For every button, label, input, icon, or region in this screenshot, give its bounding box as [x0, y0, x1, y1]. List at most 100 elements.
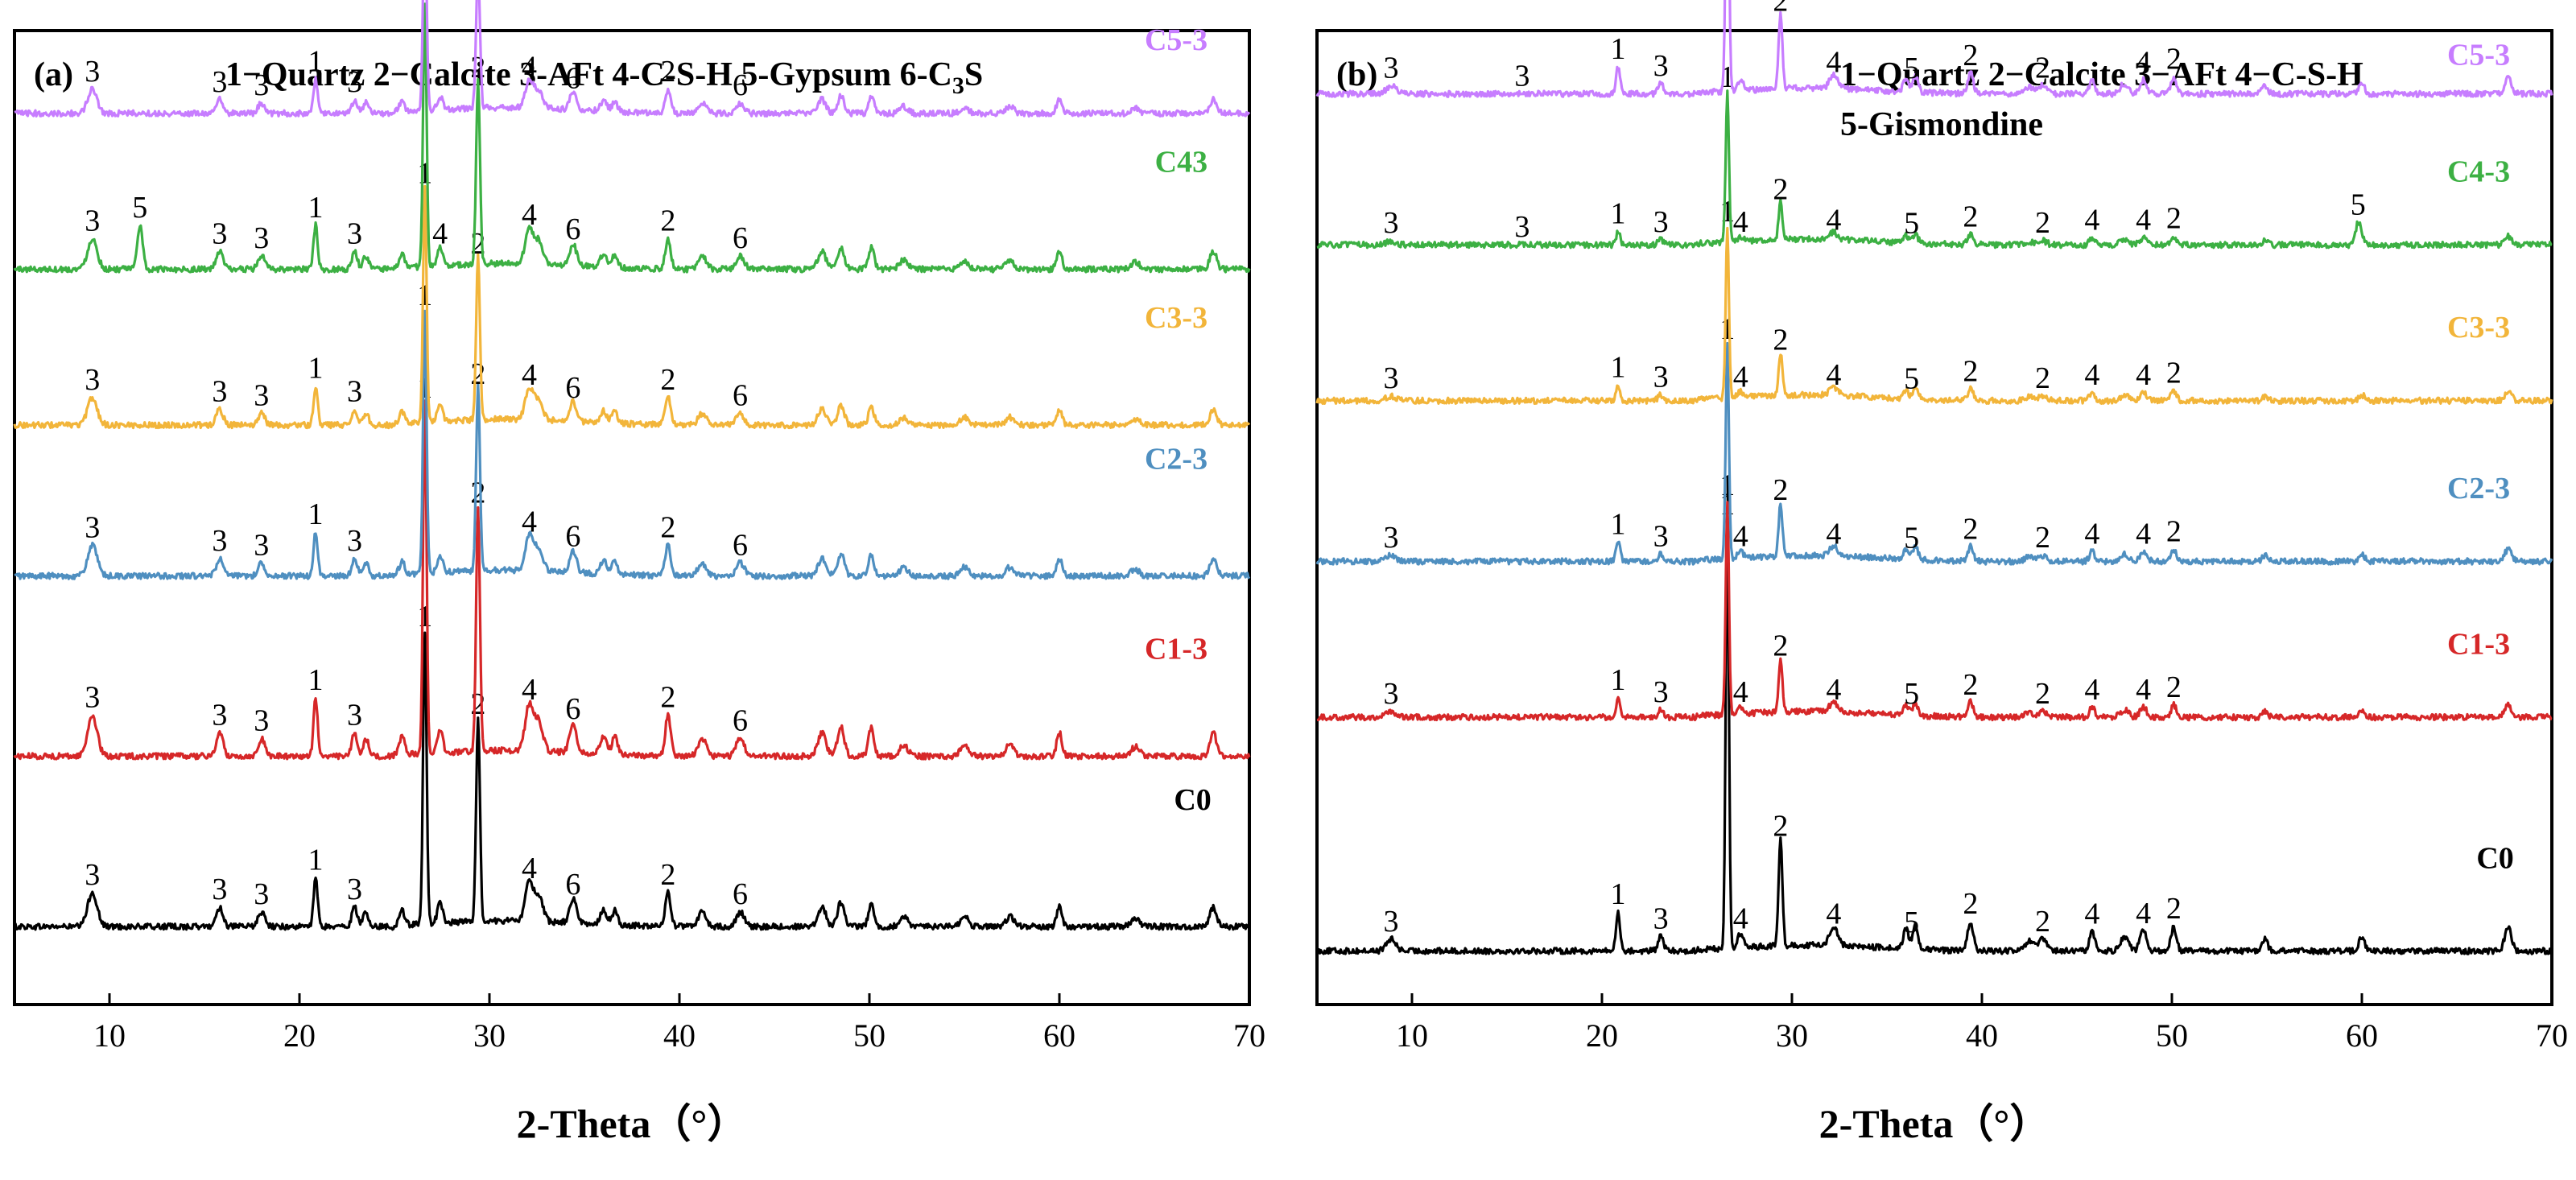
peak-label: 2: [470, 357, 485, 391]
phase-legend-line2: 5-Gismondine: [1840, 106, 2043, 143]
peak-label: 3: [254, 379, 269, 413]
peak-label: 3: [85, 204, 100, 237]
series-label-c1-3: C1-3: [1145, 632, 1208, 666]
peak-label: 5: [1904, 206, 1919, 240]
peak-label: 3: [1384, 51, 1399, 85]
peak-label: 2: [660, 510, 675, 544]
peak-label: 6: [565, 62, 580, 96]
peak-label: 5: [132, 191, 147, 225]
peak-label: 3: [212, 524, 227, 558]
peak-label: 2: [1963, 39, 1978, 72]
peak-label: 2: [660, 363, 675, 397]
xrd-trace-c43: [13, 2, 1251, 274]
peak-label: 4: [522, 852, 537, 885]
peak-label: 4: [522, 51, 537, 85]
peak-label: 2: [1963, 200, 1978, 233]
x-tick-label: 60: [2346, 1017, 2378, 1054]
peak-label: 2: [1773, 473, 1788, 507]
peak-label: 4: [522, 673, 537, 707]
peak-label: 1: [417, 278, 432, 312]
peak-label: 3: [1653, 361, 1669, 394]
panel-a-chart: 10 20 30 40 50 60 70 2-Theta（°） (a) 1−Quartz 2−Ca…: [13, 0, 1265, 1146]
xrd-trace-c5-3: [14, 0, 1251, 118]
peak-label: 6: [733, 528, 748, 562]
peak-label: 3: [212, 65, 227, 99]
peak-label: 2: [2035, 521, 2050, 555]
peak-label: 3: [1653, 205, 1669, 239]
series-label-c2-3: C2-3: [2447, 472, 2510, 505]
peak-label: 3: [347, 217, 362, 251]
peak-label: 4: [1826, 358, 1841, 392]
peak-label: 6: [733, 379, 748, 413]
x-tick-label: 50: [2156, 1017, 2188, 1054]
phase-legend-line1: 1−Quartz 2−Calcite 3−AFt 4−C-S-H: [1840, 56, 2363, 93]
peak-label: 5: [1904, 906, 1919, 939]
peak-label: 1: [1719, 468, 1735, 502]
peak-label: 2: [2166, 670, 2182, 704]
peak-label: 4: [2136, 46, 2151, 80]
peak-label: 4: [1826, 204, 1841, 237]
peak-label: 4: [2136, 673, 2151, 707]
x-tick-label: 50: [853, 1017, 886, 1054]
peak-label: 2: [470, 477, 485, 510]
peak-label: 2: [470, 687, 485, 721]
peak-label: 4: [2136, 897, 2151, 930]
x-tick-label: 10: [1396, 1017, 1428, 1054]
peak-label: 4: [2084, 204, 2099, 237]
peak-label: 4: [1733, 361, 1748, 394]
series-label-c1-3: C1-3: [2447, 627, 2510, 661]
peak-label: 3: [85, 55, 100, 89]
peak-label: 6: [565, 212, 580, 246]
peak-label: 4: [1826, 897, 1841, 930]
series-label-c3-3: C3-3: [2447, 311, 2510, 345]
peak-label: 3: [1653, 902, 1669, 935]
peak-label: 3: [254, 704, 269, 738]
peak-label: 1: [1719, 312, 1735, 346]
peak-label: 1: [308, 191, 324, 225]
xrd-trace-c3-3: [13, 184, 1251, 430]
peak-label: 3: [254, 877, 269, 911]
peak-label: 3: [212, 375, 227, 409]
peak-label: 4: [1826, 517, 1841, 551]
peak-label: 1: [308, 45, 324, 79]
xrd-trace-c2-3: [14, 309, 1251, 580]
peak-label: 3: [212, 217, 227, 251]
peak-label: 3: [254, 528, 269, 562]
x-axis-label: 2-Theta（°）: [517, 1101, 748, 1146]
series-label-c2-3: C2-3: [1145, 443, 1208, 477]
panel-b-chart: 10 20 30 40 50 60 70 2-Theta（°） (b) 1−Quartz 2−Ca…: [1315, 0, 2568, 1146]
peak-label: 6: [565, 868, 580, 902]
peak-label: 3: [1514, 60, 1530, 93]
xrd-trace-c0: [1315, 518, 2553, 955]
peak-label: 2: [2035, 361, 2050, 395]
peak-label: 5: [1904, 52, 1919, 85]
plot-frame: [13, 29, 1251, 1006]
peak-label: 2: [660, 858, 675, 892]
peak-label: 2: [660, 681, 675, 715]
peak-label: 3: [1653, 675, 1669, 709]
peak-label: 4: [2136, 358, 2151, 392]
peak-label: 5: [1904, 522, 1919, 555]
peak-label: 3: [347, 524, 362, 558]
peak-label: 2: [2035, 206, 2050, 240]
xrd-trace-c3-3: [1315, 226, 2553, 405]
xrd-trace-c1-3: [1316, 501, 2553, 722]
peak-label: 3: [1384, 677, 1399, 711]
peak-label: 3: [212, 873, 227, 906]
peak-label: 4: [522, 358, 537, 392]
series-label-c5-3: C5-3: [1145, 23, 1208, 57]
peak-label: 4: [1733, 519, 1748, 553]
peak-label: 3: [1653, 519, 1669, 553]
peak-label: 1: [1611, 32, 1626, 66]
peak-label: 4: [1733, 205, 1748, 239]
peak-label: 4: [2136, 517, 2151, 551]
x-tick-label: 30: [1776, 1017, 1808, 1054]
xrd-trace-c4-3: [1316, 89, 2553, 250]
peak-label: 3: [1514, 210, 1530, 244]
peak-label: 4: [2136, 204, 2151, 237]
x-tick-label: 40: [1966, 1017, 1998, 1054]
xrd-trace-c2-3: [1315, 341, 2553, 566]
peak-label: 3: [254, 68, 269, 102]
peak-label: 1: [308, 663, 324, 697]
peak-label: 1: [1611, 877, 1626, 911]
